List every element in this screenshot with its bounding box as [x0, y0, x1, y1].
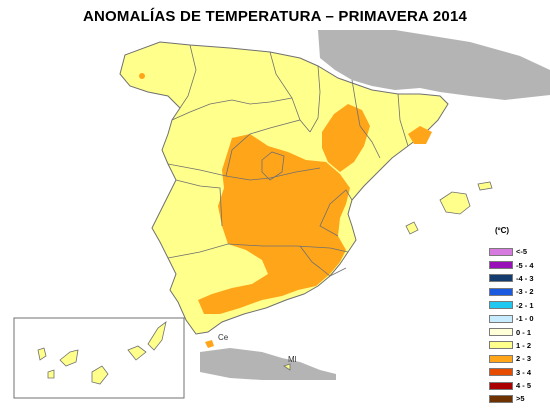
legend-item: <-5	[489, 245, 549, 258]
map-title: ANOMALÍAS DE TEMPERATURA – PRIMAVERA 201…	[82, 8, 468, 25]
region-borders	[167, 44, 409, 277]
melilla	[283, 363, 291, 371]
legend-label: -4 - 3	[516, 273, 534, 283]
legend-swatch	[489, 287, 513, 296]
legend-swatch	[489, 247, 513, 256]
legend-label: 1 - 2	[516, 340, 532, 350]
legend-item: 1 - 2	[489, 339, 549, 352]
legend-label: -1 - 0	[516, 314, 534, 324]
legend-swatch	[489, 328, 513, 337]
legend-item: 3 - 4	[489, 366, 549, 379]
france-landmass	[318, 30, 550, 100]
anomaly-2-3-aragon	[322, 104, 370, 172]
anomaly-2-3-galicia-spot	[139, 73, 145, 79]
anomaly-2-3-ceuta	[205, 340, 214, 348]
menorca-island	[477, 181, 493, 191]
canary-islands	[37, 321, 167, 385]
legend-swatch	[489, 274, 513, 283]
legend-swatch	[489, 341, 513, 350]
legend-label: -2 - 1	[516, 300, 534, 310]
morocco-landmass	[200, 348, 336, 380]
legend-label: 2 - 3	[516, 354, 532, 364]
legend-item: -2 - 1	[489, 299, 549, 312]
legend: (ºC) <-5 -5 - 4 -4 - 3 -3 - 2 -2 - 1 -1 - 0 0 …	[489, 226, 549, 406]
legend-item: -4 - 3	[489, 272, 549, 285]
ceuta-label: Ce	[218, 333, 229, 342]
legend-swatch	[489, 354, 513, 363]
legend-label: -3 - 2	[516, 287, 534, 297]
legend-swatch	[489, 381, 513, 390]
legend-label: 3 - 4	[516, 367, 532, 377]
anomaly-2-3-catalonia	[408, 126, 432, 144]
ibiza-island	[405, 221, 419, 235]
legend-label: <-5	[516, 247, 528, 257]
legend-label: >5	[516, 394, 525, 404]
legend-label: -5 - 4	[516, 260, 534, 270]
melilla-label: Ml	[288, 355, 297, 364]
legend-swatch	[489, 301, 513, 310]
legend-label: 4 - 5	[516, 381, 532, 391]
legend-item: 2 - 3	[489, 352, 549, 365]
mallorca-island	[439, 191, 471, 215]
legend-item: -3 - 2	[489, 285, 549, 298]
anomaly-2-3-central	[198, 134, 350, 314]
legend-swatch	[489, 394, 513, 403]
legend-swatch	[489, 368, 513, 377]
legend-item: 4 - 5	[489, 379, 549, 392]
legend-swatch	[489, 261, 513, 270]
legend-unit: (ºC)	[495, 226, 510, 235]
legend-item: -5 - 4	[489, 258, 549, 271]
legend-label: 0 - 1	[516, 327, 532, 337]
legend-swatch	[489, 314, 513, 323]
legend-item: >5	[489, 392, 549, 405]
legend-item: -1 - 0	[489, 312, 549, 325]
legend-item: 0 - 1	[489, 325, 549, 338]
